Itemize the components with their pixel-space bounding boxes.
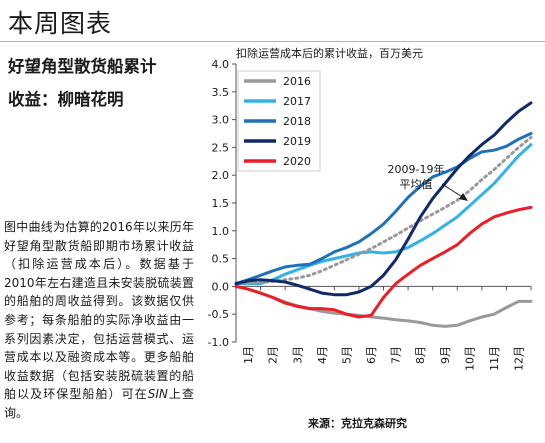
- series-line-average: [234, 135, 533, 286]
- y-tick-label: 0.5: [212, 253, 230, 266]
- y-tick-label: -0.5: [208, 308, 229, 321]
- x-tick-label: 10月: [463, 346, 476, 371]
- chart-heading: 好望角型散货船累计 收益：柳暗花明: [8, 50, 208, 116]
- chart-title: 扣除运营成本后的累计收益，百万美元: [236, 46, 423, 60]
- title-divider: [0, 41, 545, 42]
- page-title: 本周图表: [8, 9, 113, 38]
- x-tick-label: 11月: [488, 346, 501, 371]
- chart-description: 图中曲线为估算的2016年以来历年好望角型散货船即期市场累计收益（扣除运营成本后…: [4, 218, 194, 423]
- chart-heading-line2: 收益：柳暗花明: [8, 90, 124, 109]
- legend-label-2017: 2017: [283, 95, 311, 108]
- x-tick-label: 1月: [242, 346, 255, 364]
- x-tick-label: 3月: [291, 346, 304, 364]
- average-annotation-arrowhead: [459, 193, 468, 201]
- description-text: 图中曲线为估算的2016年以来历年好望角型散货船即期市场累计收益（扣除运营成本后…: [4, 220, 194, 402]
- y-tick-label: 2.0: [212, 169, 230, 182]
- legend-label-2020: 2020: [283, 155, 311, 168]
- description-emphasis: SIN: [147, 387, 168, 402]
- y-tick-label: -1.0: [208, 336, 229, 349]
- average-annotation-line2: 平均值: [400, 178, 433, 191]
- y-tick-label: 1.5: [212, 197, 230, 210]
- y-tick-label: 3.5: [212, 86, 230, 99]
- chart-source: 来源：克拉克森研究: [307, 416, 407, 430]
- description-text-end: 上查询。: [4, 387, 194, 420]
- x-tick-label: 9月: [439, 346, 452, 364]
- legend-label-2019: 2019: [283, 135, 311, 148]
- series-line-2016: [234, 284, 533, 328]
- average-annotation-pointer: [441, 183, 465, 199]
- y-tick-label: 3.0: [212, 114, 230, 127]
- chart-heading-line1: 好望角型散货船累计: [8, 57, 157, 76]
- series-line-2018: [234, 132, 533, 286]
- x-tick-label: 8月: [414, 346, 427, 364]
- y-tick-label: 2.5: [212, 141, 230, 154]
- legend-box: [237, 70, 321, 172]
- x-tick-label: 5月: [340, 346, 353, 364]
- x-tick-label: 2月: [267, 346, 280, 364]
- x-tick-label: 7月: [390, 346, 403, 364]
- cumulative-earnings-chart: 扣除运营成本后的累计收益，百万美元 -1.0 -0.5 0.0 0.5 1.0 1.5 2.0…: [208, 46, 533, 430]
- series-line-2019: [234, 101, 533, 297]
- y-tick-label: 1.0: [212, 225, 230, 238]
- average-annotation-line1: 2009-19年: [388, 162, 445, 176]
- series-line-2017: [234, 143, 533, 286]
- x-tick-label: 6月: [365, 346, 378, 364]
- legend-label-2016: 2016: [283, 75, 311, 88]
- legend-label-2018: 2018: [283, 115, 311, 128]
- y-tick-label: 0.0: [212, 280, 230, 293]
- x-tick-label: 12月: [513, 346, 526, 371]
- x-tick-label: 4月: [316, 346, 329, 364]
- series-line-2020: [234, 205, 533, 319]
- y-tick-label: 4.0: [212, 58, 230, 71]
